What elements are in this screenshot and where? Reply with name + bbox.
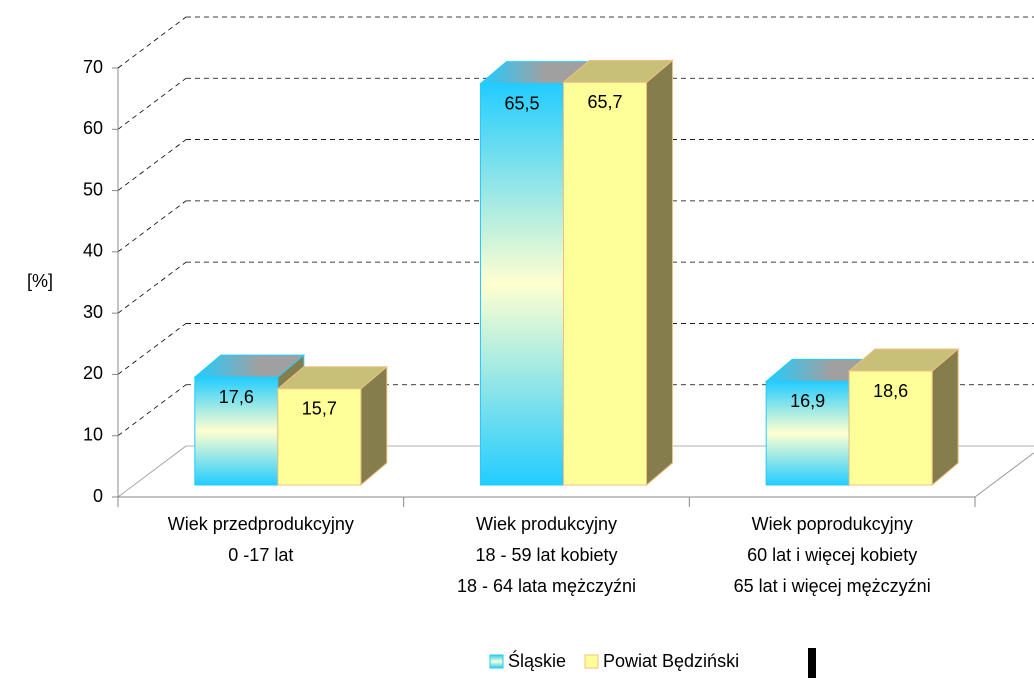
legend-label: Powiat Będziński [603, 651, 739, 671]
bar [563, 81, 647, 486]
x-tick-label: 60 lat i więcej kobiety [747, 545, 917, 565]
grid-line [117, 77, 187, 130]
bar [765, 380, 850, 486]
cursor-artifact [808, 648, 816, 678]
bar-side [646, 59, 673, 487]
y-tick-label: 70 [83, 57, 103, 77]
bar-side [931, 347, 959, 487]
legend-swatch [584, 654, 599, 669]
grid-line [117, 445, 187, 498]
x-tick-label: 18 - 64 lata mężczyźni [457, 576, 636, 596]
grid-line [117, 139, 187, 191]
legend-swatch [489, 654, 504, 669]
x-tick-label: Wiek przedprodukcyjny [168, 514, 354, 534]
y-axis-label: [%] [27, 271, 53, 291]
y-tick-label: 40 [83, 241, 103, 261]
value-label: 16,9 [790, 391, 825, 411]
x-tick-label: Wiek poprodukcyjny [752, 514, 913, 534]
x-tick-label: 65 lat i więcej mężczyźni [734, 576, 931, 596]
grid-line [117, 16, 187, 69]
value-label: 15,7 [302, 399, 337, 419]
y-tick-label: 20 [83, 363, 103, 383]
bar [848, 370, 933, 486]
value-label: 17,6 [219, 387, 254, 407]
grid-line [117, 384, 187, 437]
grid-line [117, 261, 187, 314]
bar [194, 376, 279, 486]
y-tick-label: 0 [93, 486, 103, 506]
bar [277, 388, 362, 486]
value-label: 18,6 [873, 381, 908, 401]
grid-line [117, 323, 187, 375]
y-tick-label: 30 [83, 302, 103, 322]
legend-label: Śląskie [508, 650, 566, 671]
value-label: 65,5 [504, 93, 539, 113]
floor-edge [974, 452, 1034, 498]
grid-line [117, 200, 187, 253]
y-tick-label: 50 [83, 179, 103, 199]
x-tick-label: 0 -17 lat [228, 545, 293, 565]
x-tick-label: Wiek produkcyjny [476, 514, 617, 534]
bar [480, 83, 564, 486]
value-label: 65,7 [587, 92, 622, 112]
y-tick-label: 10 [83, 424, 103, 444]
x-tick-label: 18 - 59 lat kobiety [475, 545, 617, 565]
y-tick-label: 60 [83, 118, 103, 138]
